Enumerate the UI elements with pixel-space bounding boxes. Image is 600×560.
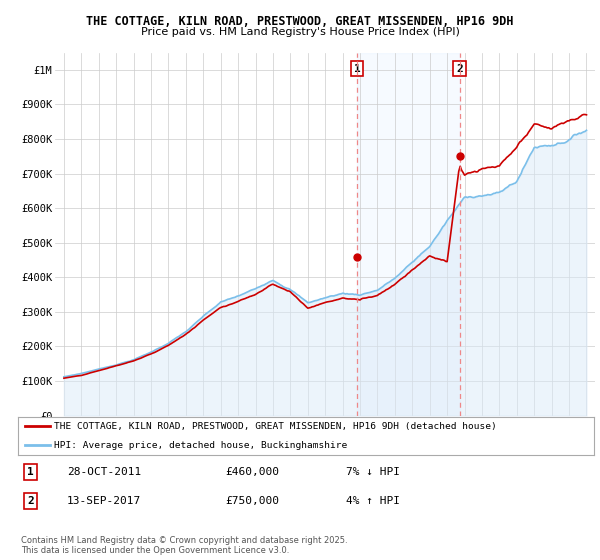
Text: 2: 2 bbox=[456, 63, 463, 73]
Text: HPI: Average price, detached house, Buckinghamshire: HPI: Average price, detached house, Buck… bbox=[54, 441, 347, 450]
Text: Price paid vs. HM Land Registry's House Price Index (HPI): Price paid vs. HM Land Registry's House … bbox=[140, 27, 460, 37]
Text: 1: 1 bbox=[27, 467, 34, 477]
Text: THE COTTAGE, KILN ROAD, PRESTWOOD, GREAT MISSENDEN, HP16 9DH (detached house): THE COTTAGE, KILN ROAD, PRESTWOOD, GREAT… bbox=[54, 422, 496, 431]
Text: 2: 2 bbox=[27, 496, 34, 506]
Text: Contains HM Land Registry data © Crown copyright and database right 2025.: Contains HM Land Registry data © Crown c… bbox=[21, 536, 347, 545]
Text: £460,000: £460,000 bbox=[226, 467, 280, 477]
Text: £750,000: £750,000 bbox=[226, 496, 280, 506]
Text: 28-OCT-2011: 28-OCT-2011 bbox=[67, 467, 141, 477]
Text: 13-SEP-2017: 13-SEP-2017 bbox=[67, 496, 141, 506]
Text: 4% ↑ HPI: 4% ↑ HPI bbox=[346, 496, 400, 506]
Bar bbox=[357, 53, 460, 416]
Text: This data is licensed under the Open Government Licence v3.0.: This data is licensed under the Open Gov… bbox=[21, 546, 289, 555]
Text: THE COTTAGE, KILN ROAD, PRESTWOOD, GREAT MISSENDEN, HP16 9DH: THE COTTAGE, KILN ROAD, PRESTWOOD, GREAT… bbox=[86, 15, 514, 28]
Text: 1: 1 bbox=[354, 63, 361, 73]
Text: 7% ↓ HPI: 7% ↓ HPI bbox=[346, 467, 400, 477]
